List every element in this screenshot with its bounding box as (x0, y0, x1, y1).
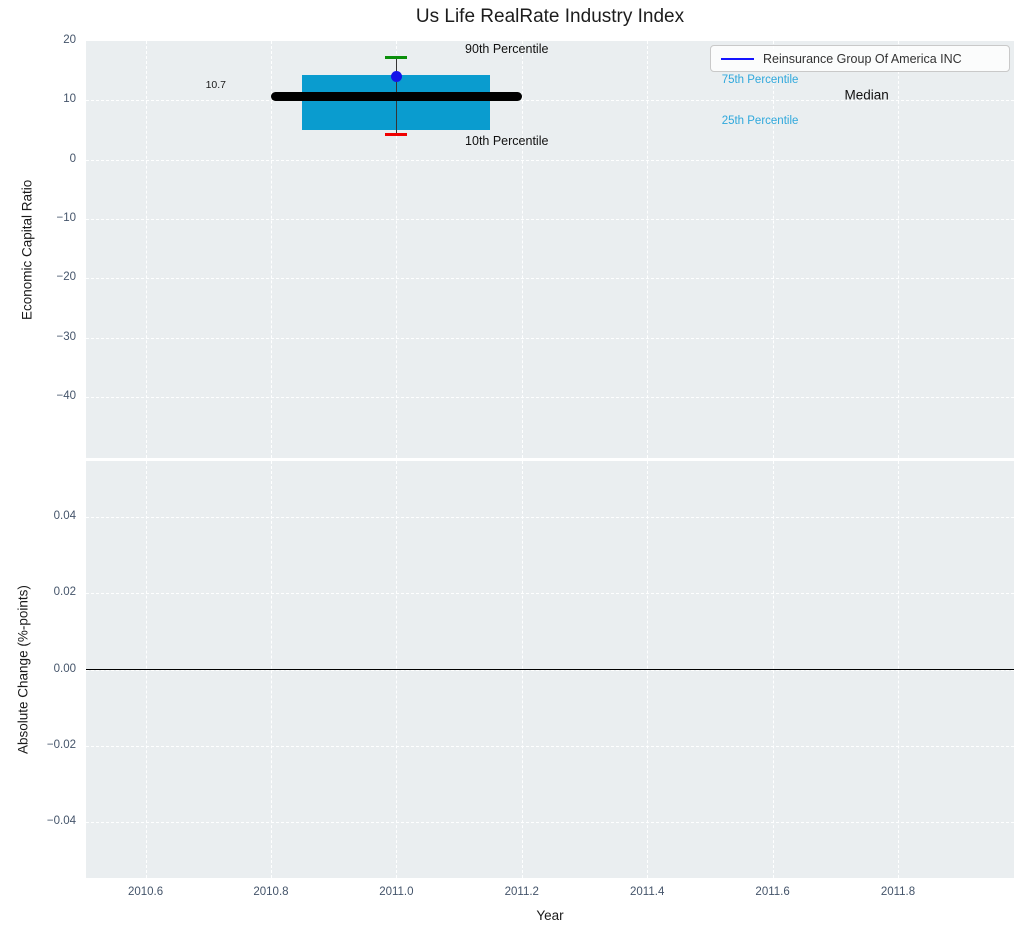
y-tick-label: −20 (56, 271, 76, 284)
gridline-y (86, 745, 1014, 747)
top-plot-area (86, 41, 1014, 458)
x-axis-label: Year (536, 908, 564, 923)
median-line (270, 91, 522, 101)
legend-label: Reinsurance Group Of America INC (763, 51, 962, 66)
x-tick-label: 2011.2 (504, 886, 539, 898)
y-tick-label: 0 (69, 152, 76, 165)
p90-cap (385, 55, 408, 59)
x-tick-label: 2011.4 (630, 886, 665, 898)
legend-line-swatch (721, 57, 754, 60)
gridline-y (86, 159, 1014, 161)
x-tick-label: 2011.0 (379, 886, 414, 898)
zero-line (86, 668, 1014, 671)
y-tick-label: −30 (56, 330, 76, 343)
x-tick-label: 2011.6 (755, 886, 790, 898)
gridline-x (270, 41, 272, 458)
gridline-x (396, 41, 398, 458)
legend: Reinsurance Group Of America INC (710, 45, 1010, 72)
bottom-y-axis-label: Absolute Change (%-points) (15, 585, 31, 754)
gridline-y (86, 822, 1014, 824)
chart-title: Us Life RealRate Industry Index (415, 6, 685, 27)
y-tick-label: −40 (56, 389, 76, 402)
top-y-axis-label: Economic Capital Ratio (19, 179, 35, 320)
gridline-x (898, 41, 899, 458)
gridline-y (86, 593, 1014, 595)
gridline-y (86, 218, 1014, 220)
gridline-y (86, 278, 1014, 280)
gridline-y (86, 396, 1014, 398)
gridline-x (772, 41, 774, 458)
y-tick-label: 20 (63, 34, 76, 46)
x-tick-label: 2010.6 (127, 886, 164, 898)
gridline-y (86, 100, 1014, 102)
gridline-y (86, 337, 1014, 339)
gridline-x (145, 41, 147, 458)
x-tick-label: 2010.8 (253, 886, 289, 898)
gridline-x (521, 41, 523, 458)
gridline-x (647, 41, 649, 458)
y-tick-label: −10 (56, 211, 76, 224)
p10-cap (385, 132, 408, 136)
gridline-y (86, 516, 1014, 518)
company-marker-dot (390, 71, 402, 83)
y-tick-label: 10 (63, 93, 76, 106)
x-tick-label: 2011.8 (880, 886, 916, 898)
